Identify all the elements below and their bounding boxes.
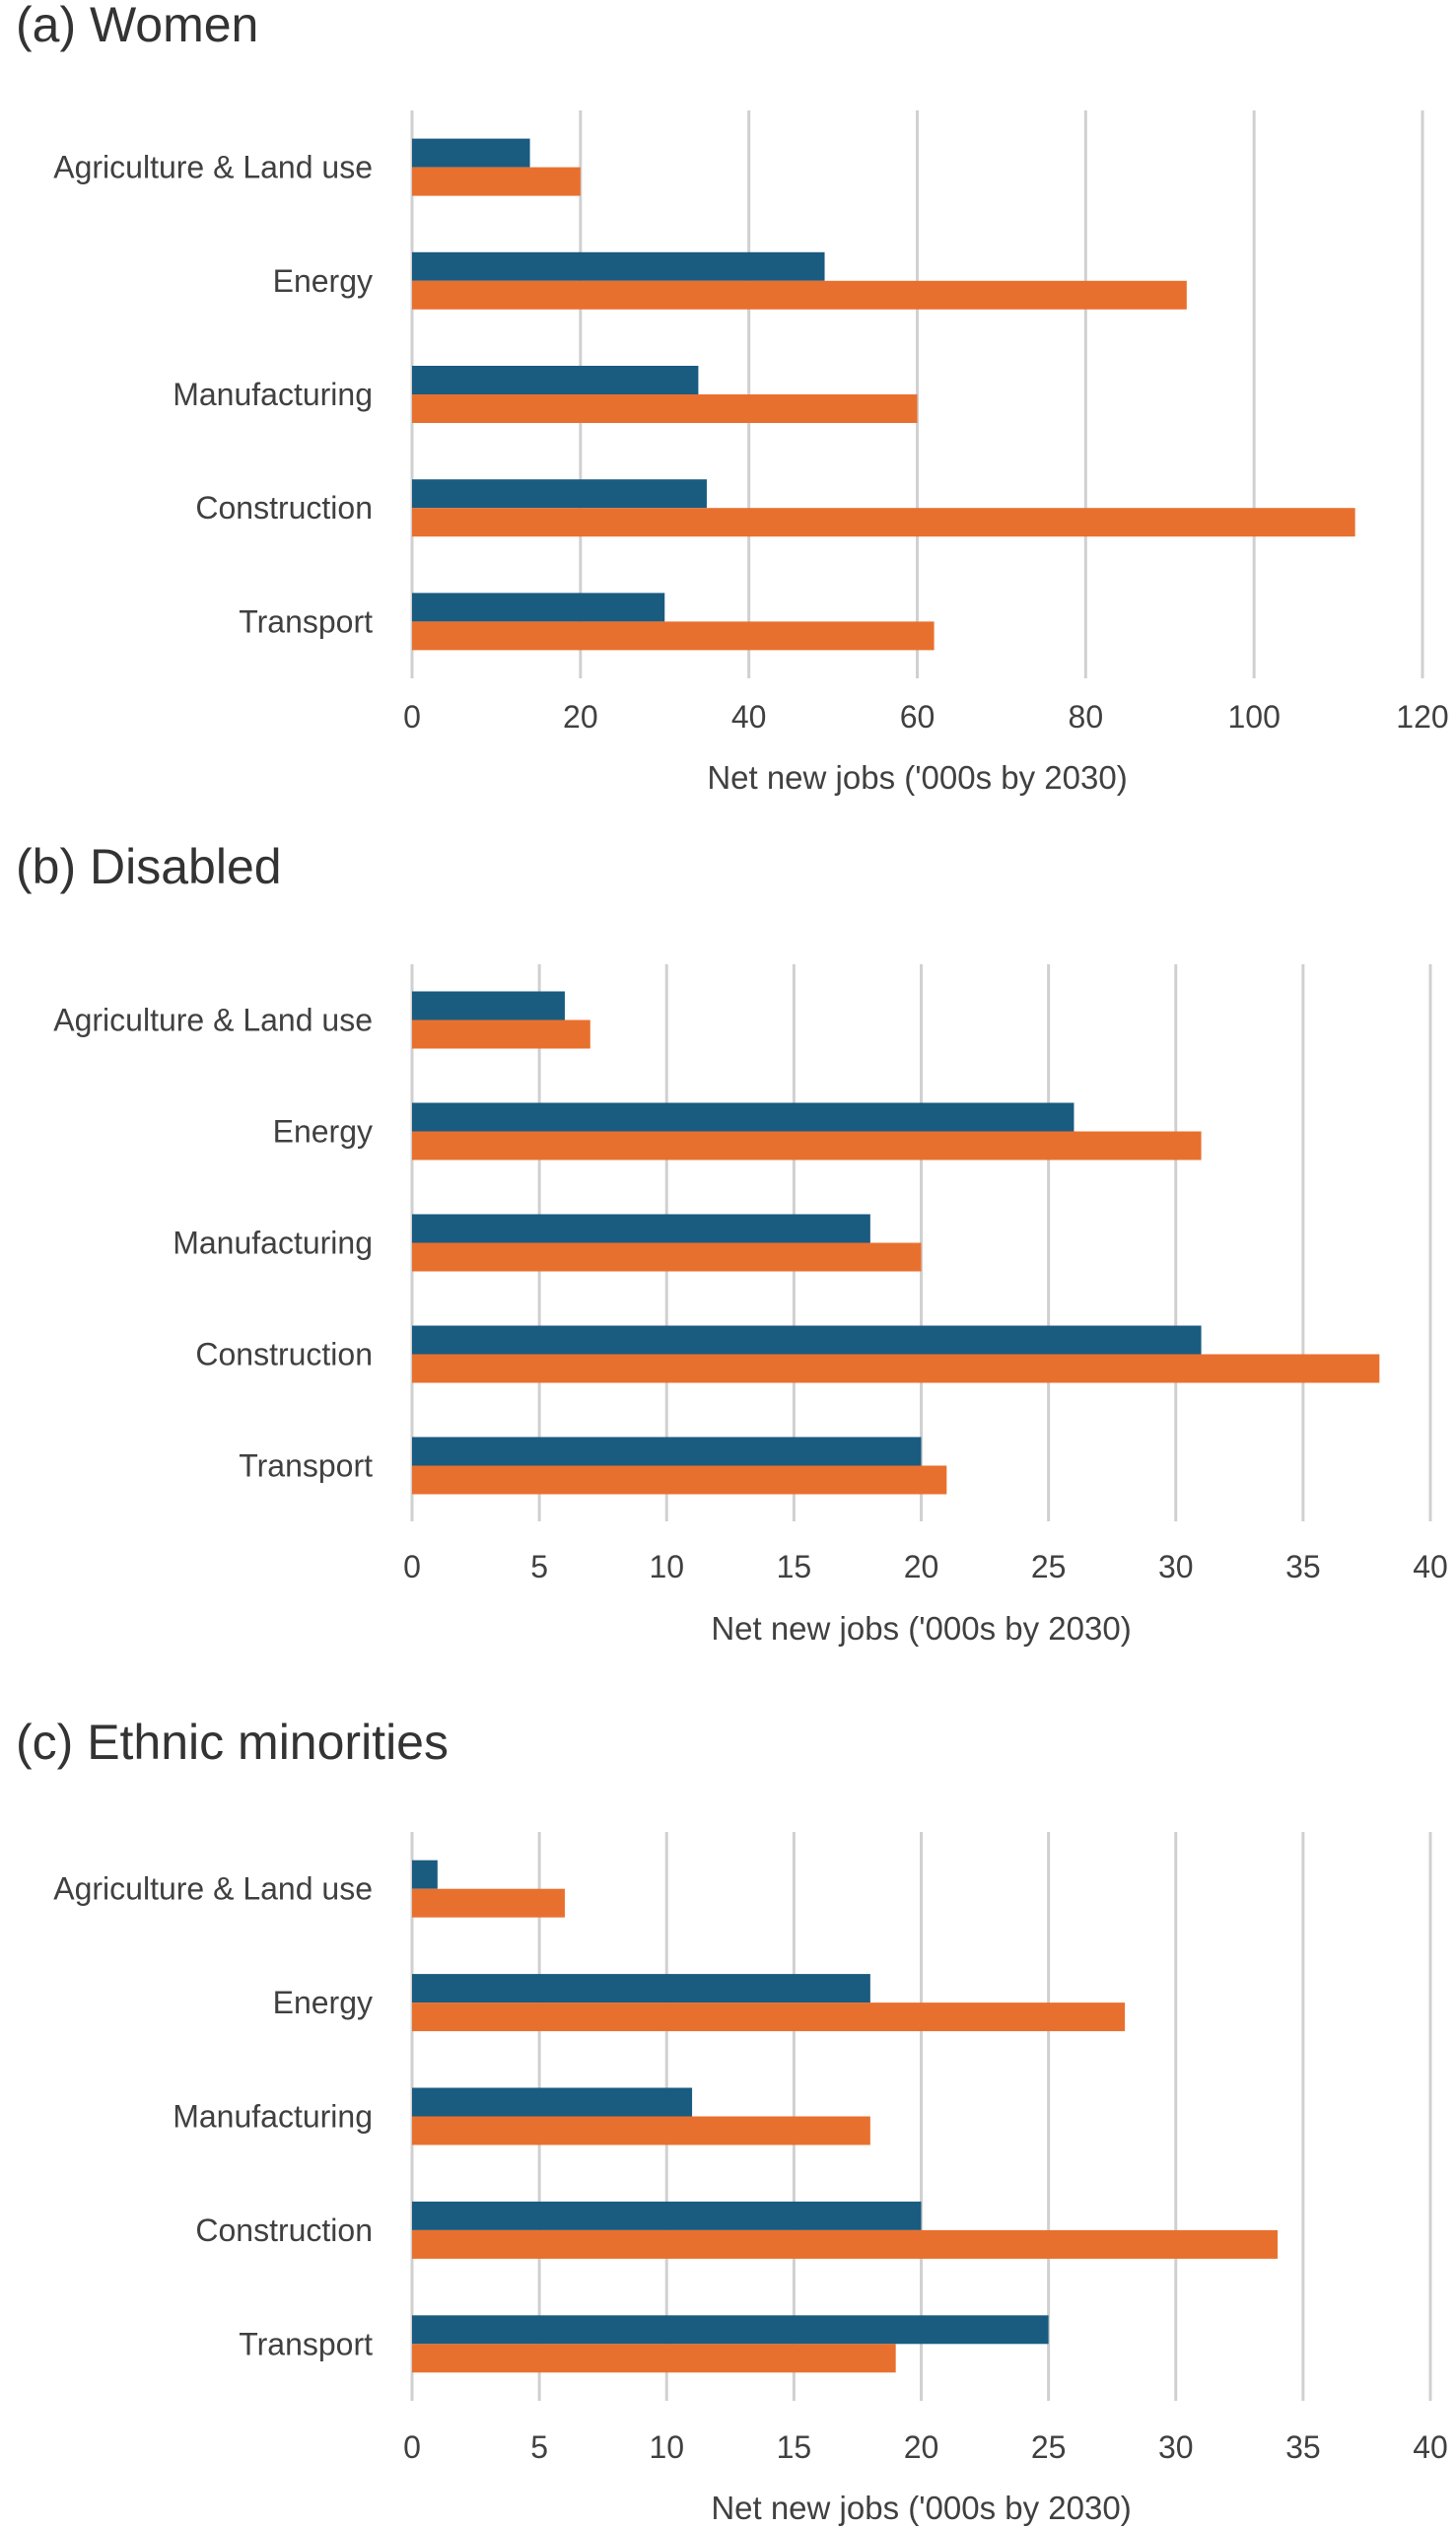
bar-2-construction — [412, 508, 1355, 537]
category-label: Manufacturing — [173, 2099, 373, 2135]
x-tick-label: 15 — [777, 1549, 812, 1584]
x-tick-label: 0 — [403, 1549, 421, 1584]
x-axis-label: Net new jobs ('000s by 2030) — [711, 1610, 1131, 1647]
x-tick-label: 30 — [1158, 2429, 1194, 2465]
x-tick-label: 25 — [1031, 2429, 1067, 2465]
bar-1-transport — [412, 1437, 922, 1466]
panel-title: (b) Disabled — [16, 839, 282, 894]
category-label: Transport — [239, 2326, 373, 2361]
x-tick-label: 0 — [403, 2429, 421, 2465]
bar-1-energy — [412, 251, 825, 281]
category-label: Energy — [273, 263, 373, 299]
x-tick-label: 40 — [731, 699, 767, 735]
bar-2-agriculture-land-use — [412, 1019, 590, 1049]
x-tick-label: 0 — [403, 699, 421, 735]
bar-1-construction — [412, 2201, 922, 2230]
bar-2-energy — [412, 1131, 1202, 1160]
bar-1-energy — [412, 1974, 870, 2003]
category-label: Agriculture & Land use — [53, 1003, 373, 1038]
chart-panel-1: (a) Women 0 20 40 60 80 100 120 Agriculture & La… — [16, 0, 1449, 796]
x-tick-label: 40 — [1413, 1549, 1448, 1584]
bar-1-construction — [412, 479, 707, 509]
x-tick-label: 15 — [777, 2429, 812, 2465]
category-label: Transport — [239, 603, 373, 639]
category-label: Manufacturing — [173, 1226, 373, 1261]
panel-title: (a) Women — [16, 0, 258, 52]
category-label: Energy — [273, 1114, 373, 1150]
bar-1-agriculture-land-use — [412, 991, 565, 1020]
bar-2-construction — [412, 2229, 1279, 2259]
bar-2-transport — [412, 1465, 947, 1495]
x-tick-label: 20 — [563, 699, 598, 735]
x-tick-label: 20 — [904, 1549, 939, 1584]
bar-1-manufacturing — [412, 1214, 870, 1243]
x-axis-label: Net new jobs ('000s by 2030) — [711, 2490, 1131, 2526]
category-label: Energy — [273, 1985, 373, 2020]
x-tick-label: 35 — [1285, 2429, 1321, 2465]
bar-1-agriculture-land-use — [412, 1860, 438, 1889]
x-tick-label: 100 — [1227, 699, 1280, 735]
bar-1-transport — [412, 593, 665, 622]
bar-2-manufacturing — [412, 1242, 922, 1272]
bar-2-energy — [412, 280, 1187, 310]
bar-1-transport — [412, 2315, 1049, 2345]
bar-2-transport — [412, 621, 935, 651]
x-tick-label: 80 — [1069, 699, 1104, 735]
panel-title: (c) Ethnic minorities — [16, 1715, 449, 1770]
bar-2-energy — [412, 2002, 1126, 2032]
bar-2-manufacturing — [412, 394, 918, 423]
chart-panel-2: (b) Disabled 0 5 10 15 20 25 30 35 40 Agriculture … — [16, 839, 1448, 1647]
x-tick-label: 25 — [1031, 1549, 1067, 1584]
x-tick-label: 20 — [904, 2429, 939, 2465]
x-tick-label: 40 — [1413, 2429, 1448, 2465]
x-tick-label: 30 — [1158, 1549, 1194, 1584]
bar-2-manufacturing — [412, 2116, 870, 2145]
bar-1-manufacturing — [412, 2087, 693, 2117]
x-tick-label: 5 — [530, 1549, 548, 1584]
chart-panel-3: (c) Ethnic minorities 0 5 10 15 20 25 30 35 40 Agr… — [16, 1715, 1448, 2526]
x-tick-label: 120 — [1396, 699, 1448, 735]
category-label: Manufacturing — [173, 377, 373, 412]
x-axis-label: Net new jobs ('000s by 2030) — [707, 759, 1127, 796]
x-tick-label: 10 — [649, 2429, 684, 2465]
x-tick-label: 60 — [900, 699, 936, 735]
x-tick-label: 35 — [1285, 1549, 1321, 1584]
bar-2-construction — [412, 1354, 1380, 1383]
bar-1-agriculture-land-use — [412, 138, 530, 168]
category-label: Construction — [195, 490, 373, 526]
category-label: Agriculture & Land use — [53, 1871, 373, 1907]
category-label: Construction — [195, 2213, 373, 2248]
category-label: Construction — [195, 1337, 373, 1372]
bar-2-agriculture-land-use — [412, 167, 581, 196]
bar-2-transport — [412, 2344, 896, 2373]
bar-1-energy — [412, 1102, 1075, 1132]
x-tick-label: 10 — [649, 1549, 684, 1584]
category-label: Agriculture & Land use — [53, 150, 373, 185]
bar-1-manufacturing — [412, 366, 699, 394]
bar-2-agriculture-land-use — [412, 1888, 565, 1918]
x-tick-label: 5 — [530, 2429, 548, 2465]
bar-1-construction — [412, 1325, 1202, 1355]
category-label: Transport — [239, 1448, 373, 1484]
